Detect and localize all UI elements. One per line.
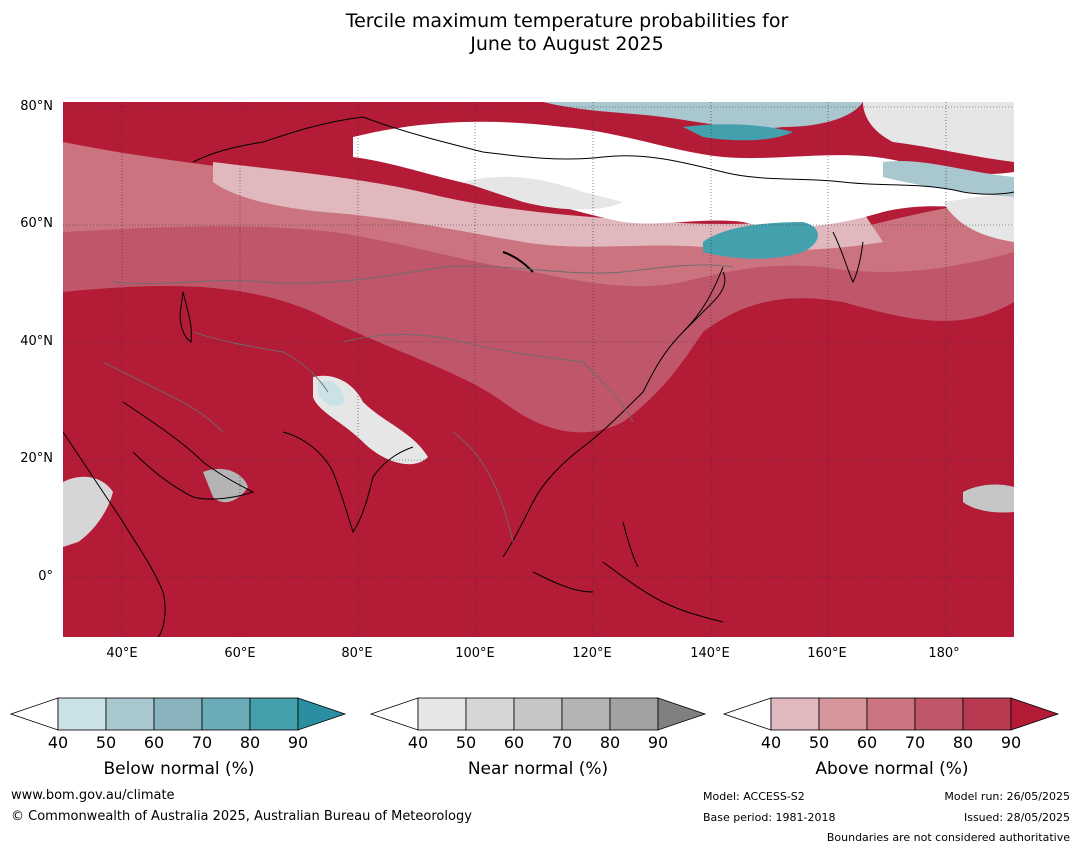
tick-label: 60 (143, 733, 165, 752)
map-region-siberia-neutral (353, 121, 1014, 228)
colorbar-segment (105, 697, 155, 731)
colorbar-segment (417, 697, 467, 731)
tick-label: 80 (599, 733, 621, 752)
colorbar-above-normal-graphic (722, 697, 1060, 731)
title-line-2: June to August 2025 (470, 33, 664, 55)
lat-label-60n: 60°N (20, 216, 53, 231)
colorbar-above-normal (722, 696, 1061, 736)
map-region-arabia-neutral (63, 476, 113, 547)
border-russia-south (112, 264, 734, 284)
colorbar-near-label: Near normal (%) (467, 759, 609, 779)
tick-label: 40 (407, 733, 429, 752)
tick-label: 90 (1000, 733, 1022, 752)
colorbar-segment (818, 697, 868, 731)
colorbar-near-normal (369, 696, 708, 736)
tick-label: 50 (808, 733, 830, 752)
colorbar-above-label: Above normal (%) (815, 759, 969, 779)
coastline-arabia (122, 401, 255, 500)
map-region-near-normal (463, 102, 1014, 242)
colorbar-segment (513, 697, 563, 731)
base-period-text: Base period: 1981-2018 (703, 811, 836, 824)
tick-label: 70 (551, 733, 573, 752)
coastline-kamchatka (832, 231, 864, 284)
colorbar-segment (201, 697, 251, 731)
coastline-africa-east (63, 431, 166, 637)
colorbar-segment (866, 697, 916, 731)
coastline-india (282, 431, 414, 534)
colorbar-near-normal-graphic (369, 697, 707, 731)
map-region-above-faint (213, 162, 883, 251)
border-mideast (102, 361, 224, 433)
tick-label: 60 (503, 733, 525, 752)
lon-label-60e: 60°E (224, 646, 256, 661)
website-link[interactable]: www.bom.gov.au/climate (11, 788, 175, 803)
lon-label-140e: 140°E (690, 646, 730, 661)
lon-label-100e: 100°E (455, 646, 495, 661)
lon-label-120e: 120°E (572, 646, 612, 661)
lon-label-160e: 160°E (807, 646, 847, 661)
tick-label: 50 (95, 733, 117, 752)
colorbar-min-arrow (9, 697, 59, 731)
border-china (342, 334, 634, 423)
map-region-above-medium (63, 162, 1014, 433)
coastline-japan (682, 271, 726, 333)
lon-label-80e: 80°E (341, 646, 373, 661)
tick-label: 40 (47, 733, 69, 752)
lon-label-40e: 40°E (106, 646, 138, 661)
lat-label-80n: 80°N (20, 99, 53, 114)
coastline-sea-islands (532, 521, 724, 623)
coastline-baikal (502, 251, 534, 273)
colorbar-below-label: Below normal (%) (103, 759, 255, 779)
colorbar-segment (609, 697, 659, 731)
colorbar-max-arrow (657, 697, 707, 731)
border-central-asia (192, 331, 329, 393)
boundaries-disclaimer: Boundaries are not considered authoritat… (826, 831, 1070, 844)
lat-label-40n: 40°N (20, 334, 53, 349)
forecast-map (63, 102, 1014, 637)
colorbar-min-arrow (722, 697, 772, 731)
colorbar-segment (914, 697, 964, 731)
map-title: Tercile maximum temperature probabilitie… (0, 10, 1081, 56)
tick-label: 60 (856, 733, 878, 752)
issued-text: Issued: 28/05/2025 (963, 811, 1070, 824)
tick-label: 80 (952, 733, 974, 752)
model-text: Model: ACCESS-S2 (703, 790, 805, 803)
tick-label: 70 (904, 733, 926, 752)
map-region-below-normal (543, 102, 1014, 197)
title-line-1: Tercile maximum temperature probabilitie… (345, 10, 789, 32)
colorbar-segment (465, 697, 515, 731)
model-run-text: Model run: 26/05/2025 (944, 790, 1070, 803)
copyright-text: © Commonwealth of Australia 2025, Austra… (11, 809, 472, 824)
colorbar-segment (249, 697, 299, 731)
colorbar-segment (561, 697, 611, 731)
border-se-asia (452, 431, 514, 543)
map-region-pacific-neutral (963, 484, 1014, 513)
colorbar-segment (770, 697, 820, 731)
colorbar-min-arrow (369, 697, 419, 731)
tick-label: 80 (239, 733, 261, 752)
coastline-caspian (179, 291, 192, 343)
tick-label: 90 (287, 733, 309, 752)
tick-label: 90 (647, 733, 669, 752)
colorbar-segment (962, 697, 1012, 731)
lon-label-180: 180° (928, 646, 960, 661)
lat-label-0: 0° (38, 569, 53, 584)
colorbar-below-normal-graphic (9, 697, 347, 731)
colorbar-max-arrow (1010, 697, 1060, 731)
colorbar-max-arrow (297, 697, 347, 731)
tick-label: 70 (191, 733, 213, 752)
coastline-arctic (192, 116, 1014, 195)
colorbar-segment (57, 697, 107, 731)
map-region-below-strong (683, 124, 818, 259)
tick-label: 40 (760, 733, 782, 752)
colorbar-segment (153, 697, 203, 731)
colorbar-below-normal (9, 696, 348, 736)
tick-label: 50 (455, 733, 477, 752)
lat-label-20n: 20°N (20, 451, 53, 466)
map-region-somalia-neutral (203, 468, 248, 503)
